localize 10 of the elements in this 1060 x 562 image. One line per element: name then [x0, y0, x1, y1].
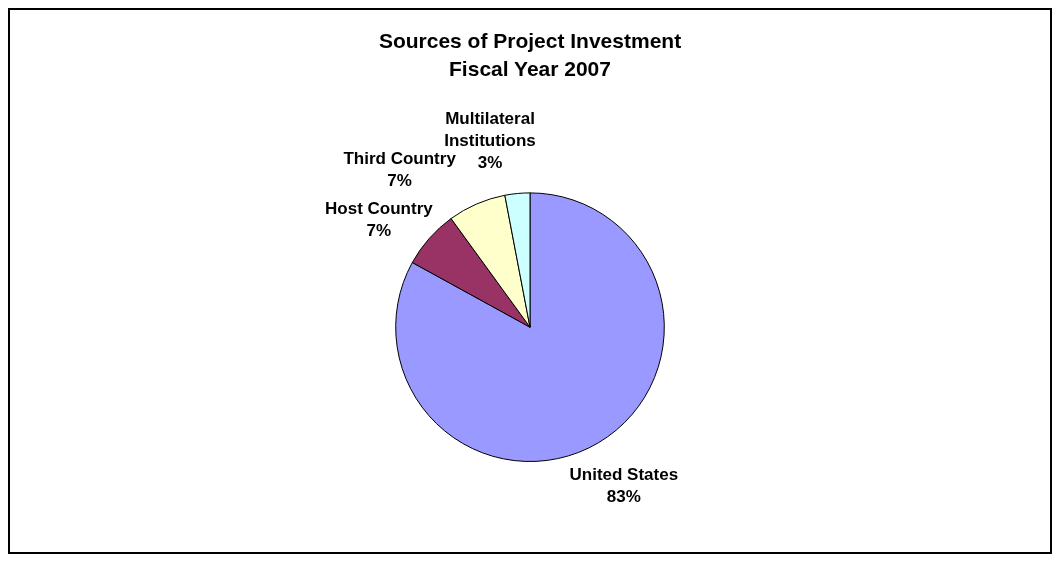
slice-label: United States — [569, 464, 679, 484]
data-label: 3% — [477, 153, 503, 173]
data-label: 83% — [606, 486, 641, 506]
chart-subtitle: Fiscal Year 2007 — [449, 56, 611, 80]
slice-label: Multilateral Institutions — [444, 109, 536, 151]
data-label: 7% — [387, 171, 412, 191]
chart-title: Sources of Project Investment — [378, 29, 682, 53]
data-label: 7% — [366, 221, 392, 241]
slice-label: Host Country — [325, 199, 434, 219]
slice-label: Third Country — [343, 149, 457, 169]
